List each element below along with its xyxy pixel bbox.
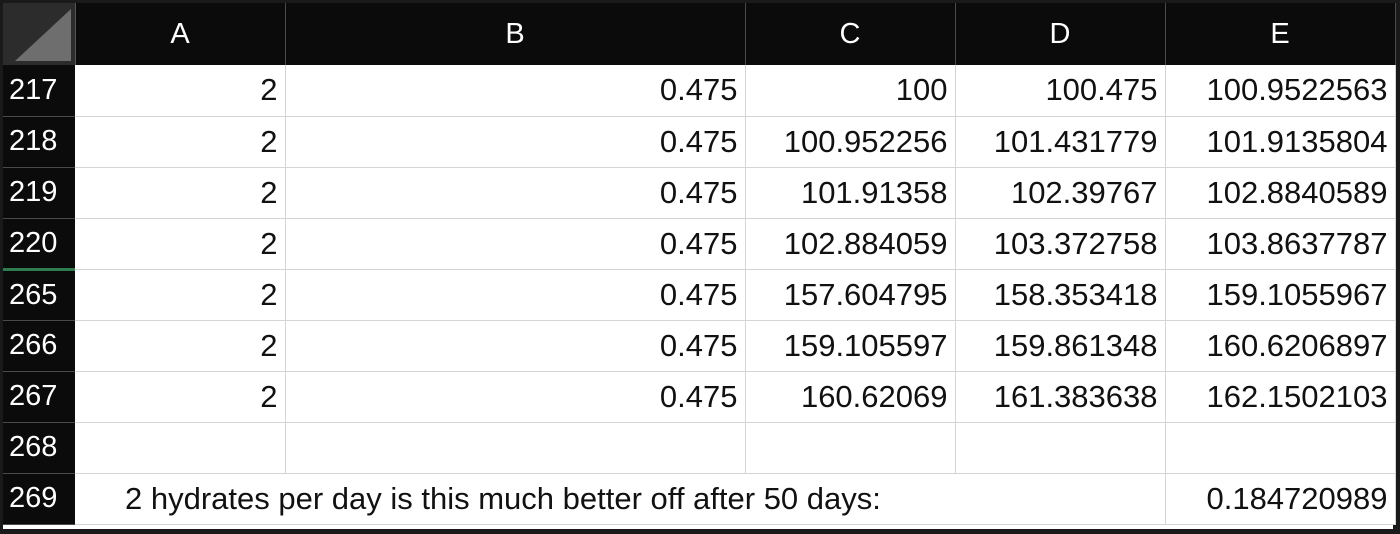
table-row: 219 2 0.475 101.91358 102.39767 102.8840… bbox=[3, 167, 1396, 219]
cell-e[interactable]: 101.9135804 bbox=[1165, 116, 1396, 168]
row-header[interactable]: 265 bbox=[3, 267, 75, 321]
cell-d[interactable]: 102.39767 bbox=[955, 167, 1166, 219]
cell-b[interactable]: 0.475 bbox=[285, 218, 746, 270]
select-all-button[interactable] bbox=[3, 3, 76, 65]
summary-row: 269 2 hydrates per day is this much bett… bbox=[3, 473, 1396, 525]
table-row: 267 2 0.475 160.62069 161.383638 162.150… bbox=[3, 371, 1396, 423]
table-row: 266 2 0.475 159.105597 159.861348 160.62… bbox=[3, 320, 1396, 372]
row-header[interactable]: 268 bbox=[3, 422, 75, 474]
row-header[interactable]: 217 bbox=[3, 65, 75, 117]
row-header[interactable]: 220 bbox=[3, 218, 75, 270]
cell-a[interactable] bbox=[75, 422, 286, 474]
cell-c[interactable]: 160.62069 bbox=[745, 371, 956, 423]
column-header-d[interactable]: D bbox=[955, 3, 1166, 65]
row-header[interactable]: 267 bbox=[3, 371, 75, 423]
cell-c[interactable] bbox=[745, 422, 956, 474]
cell-c[interactable]: 100.952256 bbox=[745, 116, 956, 168]
cell-d[interactable]: 161.383638 bbox=[955, 371, 1166, 423]
cell-b[interactable] bbox=[285, 422, 746, 474]
row-header[interactable]: 269 bbox=[3, 473, 75, 525]
cell-e[interactable] bbox=[1165, 422, 1396, 474]
cell-c[interactable]: 102.884059 bbox=[745, 218, 956, 270]
cell-a[interactable]: 2 bbox=[75, 116, 286, 168]
cell-d[interactable]: 158.353418 bbox=[955, 269, 1166, 321]
cell-e[interactable]: 160.6206897 bbox=[1165, 320, 1396, 372]
column-header-row: A B C D E bbox=[3, 3, 1396, 65]
cell-c[interactable]: 157.604795 bbox=[745, 269, 956, 321]
cell-b[interactable]: 0.475 bbox=[285, 371, 746, 423]
cell-b[interactable]: 0.475 bbox=[285, 269, 746, 321]
cell-c[interactable]: 100 bbox=[745, 65, 956, 117]
column-header-c[interactable]: C bbox=[745, 3, 956, 65]
cell-c[interactable]: 159.105597 bbox=[745, 320, 956, 372]
cell-a[interactable]: 2 bbox=[75, 65, 286, 117]
cell-a[interactable]: 2 bbox=[75, 371, 286, 423]
cell-a[interactable]: 2 bbox=[75, 218, 286, 270]
table-row: 218 2 0.475 100.952256 101.431779 101.91… bbox=[3, 116, 1396, 168]
column-header-a[interactable]: A bbox=[75, 3, 286, 65]
cell-b[interactable]: 0.475 bbox=[285, 116, 746, 168]
cell-e[interactable]: 102.8840589 bbox=[1165, 167, 1396, 219]
cell-a[interactable]: 2 bbox=[75, 269, 286, 321]
row-header[interactable]: 219 bbox=[3, 167, 75, 219]
sheet-table: A B C D E 217 2 0.475 100 100.475 100.95… bbox=[3, 3, 1396, 525]
cell-b[interactable]: 0.475 bbox=[285, 65, 746, 117]
cell-e[interactable]: 159.1055967 bbox=[1165, 269, 1396, 321]
summary-text-cell[interactable]: 2 hydrates per day is this much better o… bbox=[75, 473, 1166, 525]
cell-e[interactable]: 100.9522563 bbox=[1165, 65, 1396, 117]
cell-b[interactable]: 0.475 bbox=[285, 167, 746, 219]
table-row: 220 2 0.475 102.884059 103.372758 103.86… bbox=[3, 218, 1396, 270]
row-header[interactable]: 266 bbox=[3, 320, 75, 372]
column-header-b[interactable]: B bbox=[285, 3, 746, 65]
summary-value-cell[interactable]: 0.184720989 bbox=[1165, 473, 1396, 525]
cell-a[interactable]: 2 bbox=[75, 167, 286, 219]
row-header[interactable]: 218 bbox=[3, 116, 75, 168]
cell-e[interactable]: 162.1502103 bbox=[1165, 371, 1396, 423]
cell-d[interactable]: 101.431779 bbox=[955, 116, 1166, 168]
cell-b[interactable]: 0.475 bbox=[285, 320, 746, 372]
cell-e[interactable]: 103.8637787 bbox=[1165, 218, 1396, 270]
table-row-empty: 268 bbox=[3, 422, 1396, 474]
cell-d[interactable]: 159.861348 bbox=[955, 320, 1166, 372]
cell-d[interactable]: 100.475 bbox=[955, 65, 1166, 117]
cell-a[interactable]: 2 bbox=[75, 320, 286, 372]
cell-d[interactable] bbox=[955, 422, 1166, 474]
table-row: 217 2 0.475 100 100.475 100.9522563 bbox=[3, 65, 1396, 117]
select-all-icon bbox=[14, 9, 71, 61]
table-row: 265 2 0.475 157.604795 158.353418 159.10… bbox=[3, 267, 1396, 321]
column-header-e[interactable]: E bbox=[1165, 3, 1396, 65]
cell-c[interactable]: 101.91358 bbox=[745, 167, 956, 219]
cell-d[interactable]: 103.372758 bbox=[955, 218, 1166, 270]
